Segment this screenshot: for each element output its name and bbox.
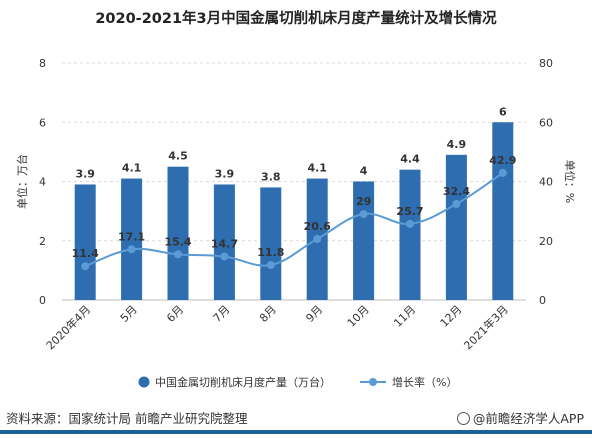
line-point (313, 234, 322, 243)
line-value-label: 14.7 (211, 237, 238, 250)
x-tick-label: 6月 (164, 303, 186, 325)
line-value-label: 17.1 (118, 230, 145, 243)
bar-value-label: 3.9 (75, 167, 95, 180)
line-point (498, 168, 507, 177)
line-value-label: 32.4 (443, 185, 470, 198)
bar (445, 154, 467, 300)
bar-value-label: 3.9 (215, 167, 235, 180)
watermark-text: @前瞻经济学人APP (472, 411, 584, 426)
x-tick-label: 10月 (345, 303, 372, 330)
y-right-tick-label: 20 (539, 235, 553, 248)
bar-value-label: 4.1 (307, 162, 327, 175)
line-value-label: 25.7 (396, 205, 423, 218)
legend-bar-label: 中国金属切削机床月度产量（万台） (155, 375, 331, 389)
x-tick-label: 9月 (303, 303, 325, 325)
y-left-tick-label: 2 (39, 235, 46, 248)
line-point (452, 200, 461, 209)
bar (74, 184, 96, 300)
line-value-label: 11.4 (72, 247, 99, 260)
x-tick-label: 2020年4月 (43, 302, 93, 352)
bar-value-label: 4 (360, 165, 368, 178)
x-tick-label: 2021年3月 (461, 302, 511, 352)
x-tick-label: 8月 (257, 303, 279, 325)
y-left-tick-label: 4 (39, 176, 46, 189)
x-tick-label: 5月 (118, 303, 140, 325)
y-left-tick-label: 0 (39, 294, 46, 307)
y-right-tick-label: 40 (539, 176, 553, 189)
legend-line-marker (369, 378, 377, 386)
x-tick-label: 7月 (211, 303, 233, 325)
bar-value-label: 4.4 (400, 153, 420, 166)
y-left-tick-label: 6 (39, 116, 46, 129)
y-right-tick-label: 0 (539, 294, 546, 307)
source-note: 资料来源：国家统计局 前瞻产业研究院整理 (6, 411, 248, 426)
line-point (359, 210, 368, 219)
bar (353, 181, 375, 300)
chart-title: 2020-2021年3月中国金属切削机床月度产量统计及增长情况 (95, 11, 497, 27)
x-tick-label: 11月 (391, 303, 418, 330)
bar (492, 122, 514, 300)
bar-value-label: 4.1 (122, 162, 142, 175)
y-right-tick-label: 60 (539, 116, 553, 129)
bar (399, 169, 421, 300)
line-point (81, 262, 90, 271)
legend-bar-marker (138, 376, 150, 388)
bar (213, 184, 235, 300)
bar-value-label: 3.8 (261, 170, 281, 183)
footer-divider (0, 430, 592, 434)
bar (121, 178, 143, 300)
y-left-tick-label: 8 (39, 57, 46, 70)
bar-value-label: 6 (499, 105, 507, 118)
watermark-caption: @前瞻经济学人APP (456, 408, 584, 427)
line-point (406, 219, 414, 228)
bar-value-label: 4.9 (447, 138, 467, 151)
bar-value-label: 4.5 (168, 150, 188, 163)
line-point (174, 250, 182, 259)
growth-rate-line (84, 172, 504, 268)
line-value-label: 15.4 (164, 235, 191, 248)
line-value-label: 11.8 (257, 246, 284, 259)
bar (167, 166, 189, 300)
line-point (266, 261, 275, 270)
line-value-label: 20.6 (304, 220, 331, 233)
x-tick-label: 12月 (438, 303, 465, 330)
line-point (220, 252, 229, 261)
y-right-axis-title: 单位：% (563, 160, 577, 203)
watermark-badge-icon (456, 412, 470, 425)
line-value-label: 42.9 (489, 154, 516, 167)
bar (260, 187, 282, 300)
y-left-axis-title: 单位：万台 (15, 154, 29, 209)
y-right-tick-label: 80 (539, 57, 553, 70)
line-point (127, 245, 136, 254)
line-value-label: 29 (356, 195, 371, 208)
legend-line-label: 增长率（%） (392, 375, 457, 389)
